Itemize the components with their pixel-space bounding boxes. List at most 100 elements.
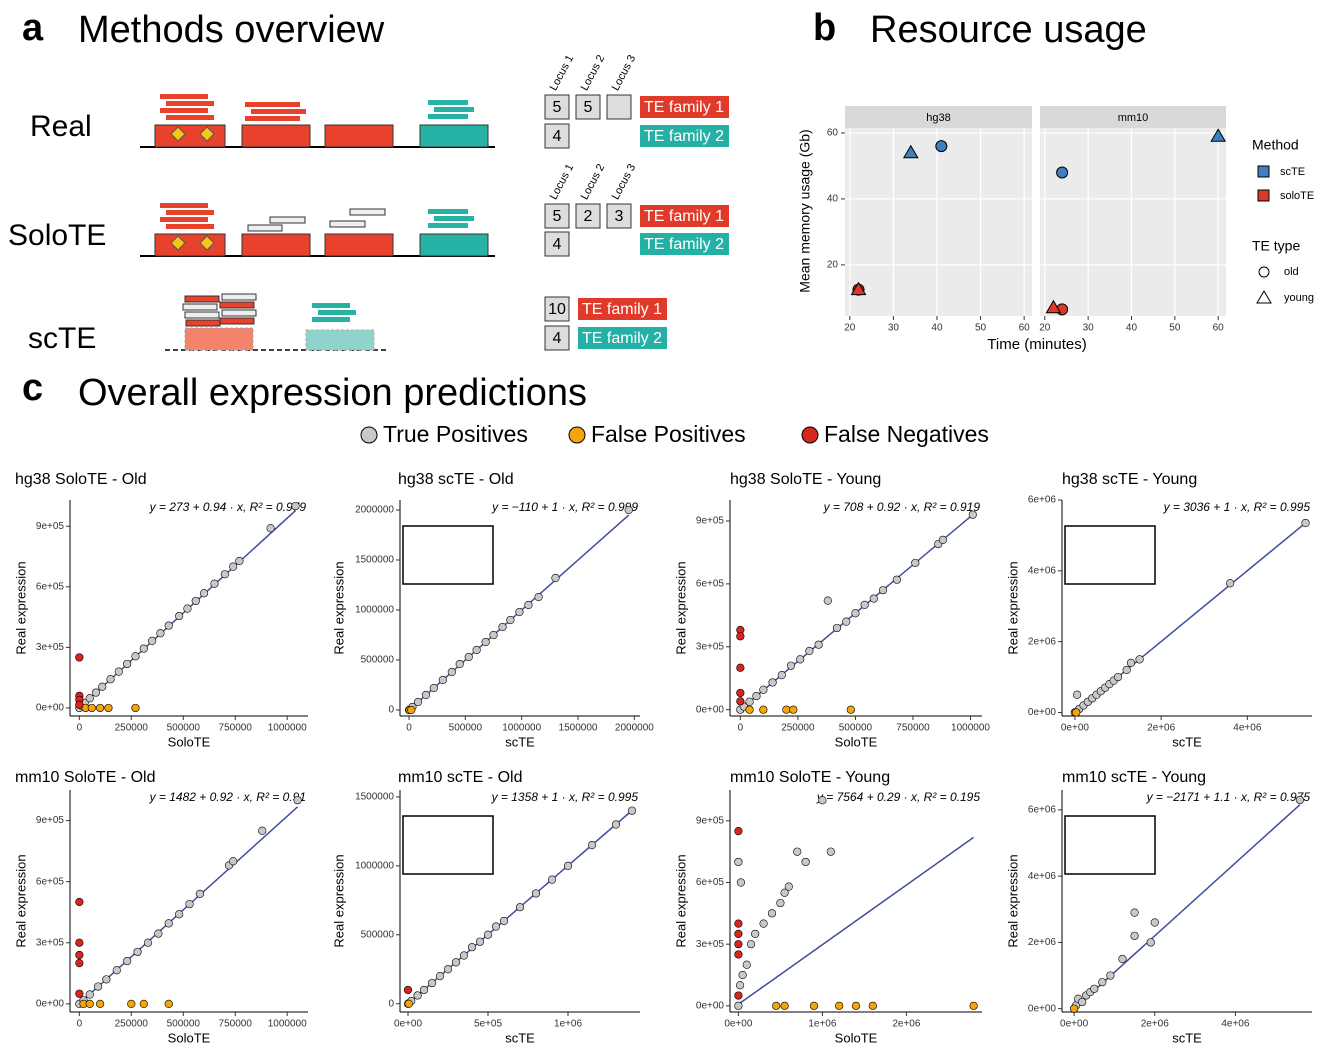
chart-title: mm10 SoloTE - Young [730, 769, 890, 786]
point [192, 597, 200, 605]
point [1107, 972, 1115, 980]
x-tick-label: 2e+06 [892, 1019, 921, 1030]
point [140, 645, 148, 653]
diagram-shape [166, 115, 214, 120]
point [970, 1002, 978, 1010]
y-tick-label: 0e+00 [696, 704, 725, 715]
point [86, 1000, 94, 1008]
point [165, 622, 173, 630]
x-axis-label: SoloTE [168, 734, 211, 749]
point [456, 660, 464, 668]
x-tick-label: 0 [406, 723, 412, 734]
equation: y = 3036 + 1 · x, R² = 0.995 [1163, 500, 1311, 514]
diagram-shape [242, 234, 310, 256]
count: 2 [584, 208, 593, 225]
diagram-shape [312, 317, 350, 322]
diagram-shape [330, 221, 365, 227]
point [751, 930, 759, 938]
y-tick-label: 0 [388, 705, 394, 716]
diagram-shape [222, 310, 256, 316]
y-axis-label: Real expression [13, 854, 28, 947]
diagram-shape [325, 234, 393, 256]
count: 3 [615, 208, 624, 225]
diagram-shape [428, 209, 468, 214]
point [737, 689, 745, 697]
y-tick-label: 3e+05 [696, 939, 725, 950]
panel-title: Resource usage [870, 9, 1147, 51]
y-axis-label: Mean memory usage (Gb) [797, 129, 813, 292]
point [783, 706, 791, 714]
x-axis-label: Time (minutes) [987, 336, 1086, 353]
diagram-shape [166, 101, 214, 106]
point [436, 972, 444, 980]
point [806, 647, 814, 655]
point [123, 660, 131, 668]
point [490, 631, 498, 639]
point [1114, 673, 1122, 681]
diagram-shape [428, 223, 468, 228]
point [1073, 691, 1081, 699]
point [175, 910, 183, 918]
point [760, 686, 768, 694]
point [128, 1000, 136, 1008]
y-tick-label: 9e+05 [696, 516, 725, 527]
legend-label: young [1284, 292, 1314, 304]
strip-label: mm10 [1118, 112, 1149, 124]
legend-marker [361, 427, 377, 443]
x-tick-label: 2000000 [615, 723, 654, 734]
x-tick-label: 0 [738, 723, 744, 734]
point [746, 698, 754, 706]
y-tick-label: 2000000 [355, 505, 394, 516]
diagram-shape [183, 304, 217, 310]
point [612, 821, 620, 829]
y-tick-label: 6e+05 [696, 877, 725, 888]
point [735, 930, 743, 938]
x-tick-label: 1500000 [559, 723, 598, 734]
x-tick-label: 20 [1039, 323, 1051, 334]
point [103, 976, 111, 984]
point [552, 574, 560, 582]
point [165, 920, 173, 928]
family-label: TE family 2 [644, 128, 724, 145]
y-tick-label: 9e+05 [696, 815, 725, 826]
y-tick-label: 20 [827, 260, 839, 271]
point [532, 890, 540, 898]
panel-background [1040, 128, 1226, 316]
point [819, 796, 827, 804]
diagram-shape [155, 234, 225, 256]
point [516, 608, 524, 616]
panel-title: Methods overview [78, 9, 385, 51]
point [407, 706, 415, 714]
point [753, 692, 761, 700]
point [499, 623, 507, 631]
point [861, 601, 869, 609]
point [414, 992, 422, 1000]
x-tick-label: 40 [1126, 323, 1138, 334]
point [760, 706, 768, 714]
point [735, 951, 743, 959]
diagram-shape [185, 312, 219, 318]
x-axis-label: SoloTE [835, 1030, 878, 1044]
legend-title: Method [1252, 137, 1299, 153]
y-tick-label: 9e+05 [36, 521, 65, 532]
point [1226, 579, 1234, 587]
chart-title: mm10 scTE - Old [398, 769, 522, 786]
point [842, 618, 850, 626]
equation: y = 1358 + 1 · x, R² = 0.995 [491, 790, 639, 804]
y-axis-label: Real expression [13, 561, 28, 654]
y-axis-label: Real expression [673, 561, 688, 654]
legend-marker [1257, 291, 1271, 303]
point [444, 965, 452, 973]
point [735, 992, 743, 1000]
point [175, 612, 183, 620]
point [148, 637, 156, 645]
point [852, 1002, 860, 1010]
point [482, 638, 490, 646]
diagram-shape [160, 203, 208, 208]
point [1136, 656, 1144, 664]
x-tick-label: 750000 [219, 1019, 253, 1030]
diagram-shape [166, 224, 214, 229]
point [1147, 939, 1155, 947]
family-label: TE family 1 [644, 99, 724, 116]
point [507, 616, 515, 624]
